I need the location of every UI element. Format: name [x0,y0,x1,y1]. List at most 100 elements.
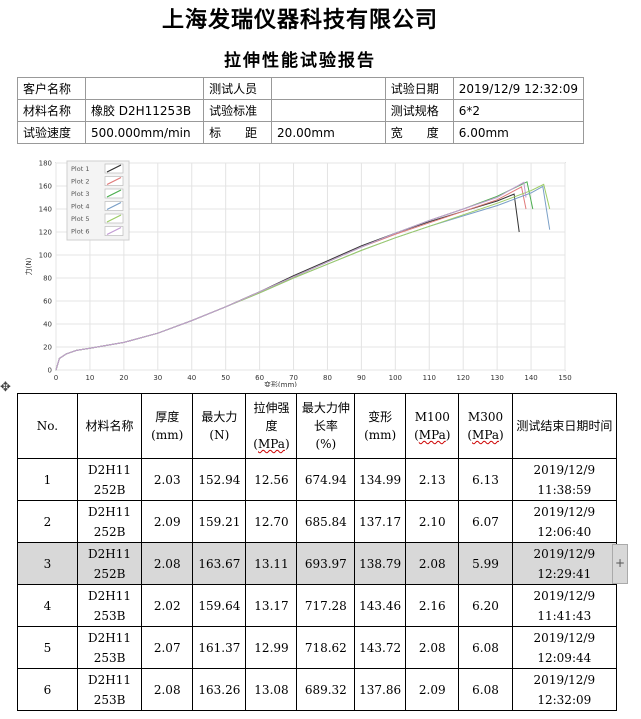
cell-m100: 2.08 [405,626,460,669]
y-tick-label: 180 [39,160,52,168]
cell-m100: 2.13 [405,458,460,501]
y-tick-label: 160 [39,183,52,191]
value-material: 橡胶 D2H11253B [84,99,205,122]
cell-tensile: 13.08 [245,668,298,711]
legend-label: Plot 2 [71,178,89,186]
cell-deform: 143.46 [354,584,407,627]
cell-thickness: 2.08 [141,668,194,711]
move-arrows-icon[interactable]: ✥ [0,380,11,395]
cell-m100: 2.10 [405,500,460,543]
cell-material: D2H11 253B [76,626,143,669]
x-tick-label: 10 [85,374,94,382]
cell-material: D2H11 253B [76,584,143,627]
cell-m300: 6.07 [458,500,513,543]
x-tick-label: 130 [490,374,503,382]
cell-maxforce: 159.21 [192,500,247,543]
cell-maxforce: 161.37 [192,626,247,669]
legend-swatch [106,164,122,173]
plot-area [55,162,566,371]
cell-no: 4 [17,584,78,627]
header-elongation: 最大力伸长率 (%) [296,393,356,459]
table-row[interactable]: 6 D2H11 253B 2.08 163.26 13.08 689.32 137.86 2.0… [17,668,618,711]
cell-material: D2H11 252B [76,542,143,585]
cell-thickness: 2.07 [141,626,194,669]
cell-deform: 137.17 [354,500,407,543]
x-tick-label: 70 [289,374,298,382]
plus-icon[interactable]: + [612,544,628,584]
table-row[interactable]: 1 D2H11 252B 2.03 152.94 12.56 674.94 134.99 2.1… [17,458,618,501]
cell-elong: 718.62 [296,626,356,669]
cell-no: 5 [17,626,78,669]
cell-thickness: 2.09 [141,500,194,543]
cell-material: D2H11 252B [76,458,143,501]
cell-deform: 138.79 [354,542,407,585]
label-material: 材料名称 [17,99,86,122]
cell-tensile: 12.70 [245,500,298,543]
cell-tensile: 12.56 [245,458,298,501]
cell-end-datetime: 2019/12/9 12:32:09 [511,668,618,711]
y-tick-label: 20 [43,344,52,352]
legend-label: Plot 4 [71,203,89,211]
cell-end-datetime: 2019/12/9 12:29:41 [511,542,618,585]
label-gauge: 标 距 [203,121,273,144]
table-row[interactable]: 4 D2H11 253B 2.02 159.64 13.17 717.28 143.46 2.1… [17,584,618,627]
x-tick-label: 30 [153,374,162,382]
legend-label: Plot 6 [71,228,89,236]
header-tensile-strength: 拉伸强度 (MPa) [245,393,298,459]
value-gauge: 20.00mm [271,121,386,144]
x-tick-label: 80 [323,374,332,382]
cell-elong: 674.94 [296,458,356,501]
cell-elong: 689.32 [296,668,356,711]
cell-end-datetime: 2019/12/9 12:09:44 [511,626,618,669]
header-max-force: 最大力 (N) [192,393,247,459]
x-tick-label: 60 [255,374,264,382]
label-test-date: 试验日期 [384,77,454,100]
cell-maxforce: 159.64 [192,584,247,627]
y-tick-label: 140 [39,206,52,214]
x-axis-label: 变形(mm) [264,380,297,387]
label-width: 宽 度 [384,121,454,144]
legend-swatch [106,189,122,198]
cell-end-datetime: 2019/12/9 12:06:40 [511,500,618,543]
y-tick-label: 40 [43,321,52,329]
cell-elong: 717.28 [296,584,356,627]
y-tick-label: 80 [43,275,52,283]
cell-m300: 5.99 [458,542,513,585]
value-width: 6.00mm [452,121,585,144]
cell-m100: 2.16 [405,584,460,627]
cell-thickness: 2.02 [141,584,194,627]
force-deformation-chart: 0 10 20 30 40 50 60 70 80 90 100 110 120 130 140 150 0 20… [19,155,579,390]
cell-maxforce: 152.94 [192,458,247,501]
cell-m300: 6.20 [458,584,513,627]
header-thickness: 厚度 (mm) [141,393,194,459]
header-m100: M100 (MPa) [405,393,460,459]
cell-end-datetime: 2019/12/9 11:38:59 [511,458,618,501]
table-row[interactable]: 5 D2H11 253B 2.07 161.37 12.99 718.62 143.72 2.0… [17,626,618,669]
cell-m100: 2.09 [405,668,460,711]
value-spec: 6*2 [452,99,585,122]
table-row[interactable]: 2 D2H11 252B 2.09 159.21 12.70 685.84 137.17 2.1… [17,500,618,543]
cell-no: 2 [17,500,78,543]
cell-m300: 6.13 [458,458,513,501]
company-name: 上海发瑞仪器科技有限公司 [161,7,438,33]
cell-m300: 6.08 [458,668,513,711]
report-title: 拉伸性能试验报告 [224,51,376,71]
info-table: 客户名称 测试人员 试验日期 2019/12/9 12:32:09 材料名称 橡… [17,77,585,144]
cell-material: D2H11 252B [76,500,143,543]
cell-elong: 685.84 [296,500,356,543]
cell-thickness: 2.03 [141,458,194,501]
label-tester: 测试人员 [203,77,273,100]
cell-thickness: 2.08 [141,542,194,585]
series-line-6 [55,181,527,371]
header-end-datetime: 测试结束日期时间 [511,393,618,459]
x-tick-label: 90 [357,374,366,382]
cell-maxforce: 163.26 [192,668,247,711]
cell-m300: 6.08 [458,626,513,669]
legend-label: Plot 1 [71,165,89,173]
legend-swatch [106,214,122,223]
table-row[interactable]: 3 D2H11 252B 2.08 163.67 13.11 693.97 138.79 2.0… [17,542,618,585]
header-m300: M300 (MPa) [458,393,513,459]
legend-swatch [106,226,122,236]
value-speed: 500.000mm/min [84,121,205,144]
cell-no: 6 [17,668,78,711]
